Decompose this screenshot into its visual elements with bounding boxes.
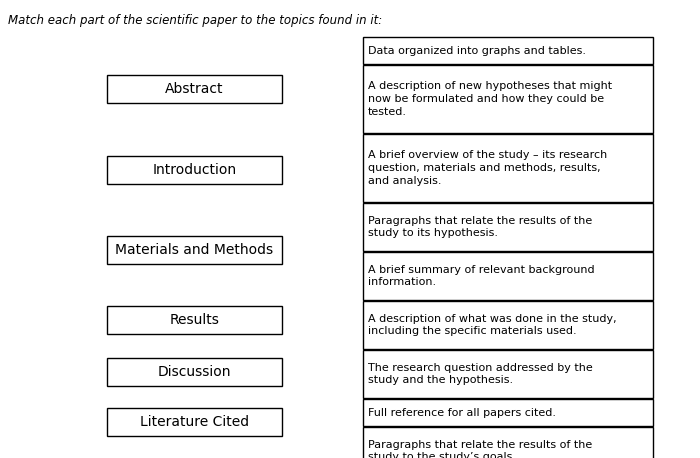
Text: Discussion: Discussion: [158, 365, 231, 379]
Text: The research question addressed by the
study and the hypothesis.: The research question addressed by the s…: [368, 363, 593, 385]
FancyBboxPatch shape: [107, 236, 282, 264]
Text: Introduction: Introduction: [153, 163, 237, 177]
Text: A brief summary of relevant background
information.: A brief summary of relevant background i…: [368, 265, 594, 288]
FancyBboxPatch shape: [363, 301, 653, 349]
Text: Materials and Methods: Materials and Methods: [116, 243, 274, 257]
Text: Literature Cited: Literature Cited: [140, 415, 249, 429]
Text: A brief overview of the study – its research
question, materials and methods, re: A brief overview of the study – its rese…: [368, 150, 608, 186]
FancyBboxPatch shape: [363, 134, 653, 202]
Text: Data organized into graphs and tables.: Data organized into graphs and tables.: [368, 45, 586, 55]
Text: Match each part of the scientific paper to the topics found in it:: Match each part of the scientific paper …: [8, 14, 382, 27]
FancyBboxPatch shape: [107, 358, 282, 386]
Text: A description of what was done in the study,
including the specific materials us: A description of what was done in the st…: [368, 314, 617, 336]
Text: Full reference for all papers cited.: Full reference for all papers cited.: [368, 408, 556, 418]
FancyBboxPatch shape: [363, 350, 653, 398]
FancyBboxPatch shape: [363, 65, 653, 133]
FancyBboxPatch shape: [107, 408, 282, 436]
Text: Abstract: Abstract: [165, 82, 224, 96]
FancyBboxPatch shape: [107, 75, 282, 103]
FancyBboxPatch shape: [363, 37, 653, 64]
FancyBboxPatch shape: [363, 252, 653, 300]
FancyBboxPatch shape: [363, 399, 653, 426]
Text: Paragraphs that relate the results of the
study to the study’s goals.: Paragraphs that relate the results of th…: [368, 440, 592, 458]
FancyBboxPatch shape: [107, 306, 282, 334]
FancyBboxPatch shape: [363, 203, 653, 251]
Text: Paragraphs that relate the results of the
study to its hypothesis.: Paragraphs that relate the results of th…: [368, 216, 592, 239]
Text: Results: Results: [169, 313, 219, 327]
Text: A description of new hypotheses that might
now be formulated and how they could : A description of new hypotheses that mig…: [368, 81, 612, 117]
FancyBboxPatch shape: [363, 427, 653, 458]
FancyBboxPatch shape: [107, 156, 282, 184]
